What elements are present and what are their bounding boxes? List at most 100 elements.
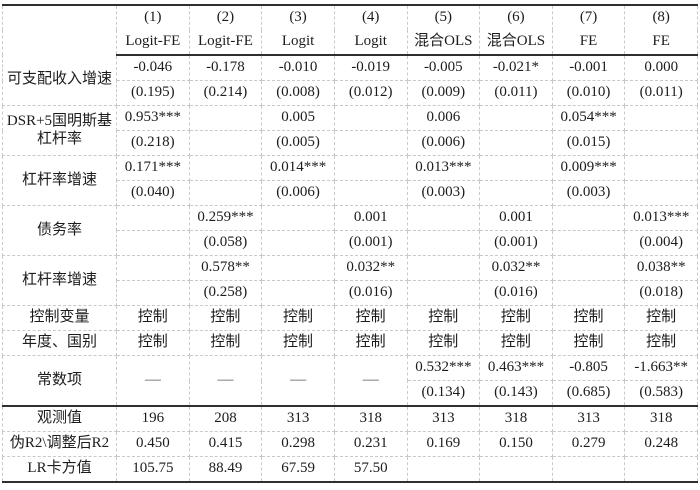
se-cell: [116, 280, 190, 306]
row-label: 伪R2\调整后R2: [2, 431, 117, 457]
value-cell: 控制: [624, 305, 698, 331]
coef-cell: 0.009***: [551, 155, 626, 181]
se-cell: [261, 230, 335, 256]
coef-cell: 0.013***: [406, 155, 481, 181]
se-cell: (0.258): [188, 280, 263, 306]
column-number: (8): [624, 4, 698, 30]
value-cell: 控制: [261, 330, 335, 356]
stat-cell: 0.279: [551, 431, 626, 457]
se-row: (0.218) (0.005) (0.006) (0.015): [3, 130, 698, 156]
se-row: (0.040) (0.006) (0.003) (0.003): [3, 180, 698, 206]
coef-cell: 0.001: [479, 205, 553, 231]
coef-cell: -1.663**: [624, 355, 698, 381]
value-cell: 控制: [406, 305, 481, 331]
value-cell: 控制: [406, 330, 481, 356]
header-row-models: Logit-FE Logit-FE Logit Logit 混合OLS 混合OL…: [3, 30, 698, 56]
stat-cell: 313: [406, 405, 481, 432]
coef-cell: -0.178: [188, 54, 263, 81]
empty-dash-cell: —: [188, 355, 263, 407]
stat-cell: 0.231: [333, 431, 408, 457]
column-number: (1): [116, 4, 190, 30]
value-cell: 控制: [116, 330, 190, 356]
stat-cell: 196: [116, 405, 190, 432]
coef-cell: [116, 255, 190, 281]
coef-cell: 0.013***: [624, 205, 698, 231]
header-row-numbers: (1) (2) (3) (4) (5) (6) (7) (8): [2, 4, 698, 55]
coef-cell: 0.038**: [624, 255, 698, 281]
se-cell: [188, 130, 263, 156]
stat-cell: 88.49: [188, 456, 263, 483]
regression-table: (1) (2) (3) (4) (5) (6) (7) (8) Logit-FE…: [2, 4, 698, 483]
stat-cell: 313: [551, 405, 626, 432]
constant-se-row: (0.134) (0.143) (0.685) (0.583): [3, 380, 698, 407]
model-name: FE: [624, 30, 698, 56]
coef-cell: [551, 205, 626, 231]
coef-cell: 0.054***: [551, 105, 626, 131]
value-cell: 控制: [188, 330, 263, 356]
se-cell: (0.012): [333, 80, 408, 106]
coef-cell: -0.019: [333, 54, 408, 81]
coef-cell: 0.578**: [188, 255, 263, 281]
lr-chi2-row: LR卡方值 105.75 88.49 67.59 57.50: [2, 456, 698, 483]
coef-cell: 0.259***: [188, 205, 263, 231]
stat-cell: 0.298: [261, 431, 335, 457]
coef-cell: [188, 105, 263, 131]
value-cell: 控制: [261, 305, 335, 331]
header-corner-cell: [2, 4, 117, 55]
empty-dash-cell: —: [261, 355, 335, 407]
se-cell: (0.685): [551, 380, 626, 407]
se-cell: [116, 230, 190, 256]
empty-dash-cell: —: [116, 355, 190, 407]
se-cell: [188, 180, 263, 206]
se-cell: [333, 180, 408, 206]
value-cell: 控制: [479, 305, 553, 331]
se-cell: (0.004): [624, 230, 698, 256]
row-label: 常数项: [2, 355, 117, 407]
value-cell: 控制: [333, 330, 408, 356]
column-number: (4): [333, 4, 408, 30]
controls-row: 控制变量 控制 控制 控制 控制 控制 控制 控制 控制: [2, 305, 698, 331]
se-cell: (0.011): [624, 80, 698, 106]
row-label: 杠杆率增速: [2, 155, 117, 206]
stat-cell: 105.75: [116, 456, 190, 483]
row-label: LR卡方值: [2, 456, 117, 483]
fixed-effects-row: 年度、国别 控制 控制 控制 控制 控制 控制 控制 控制: [2, 330, 698, 356]
coef-cell: 0.463***: [479, 355, 553, 381]
stat-cell: 318: [333, 405, 408, 432]
r-squared-row: 伪R2\调整后R2 0.450 0.415 0.298 0.231 0.169 …: [2, 431, 698, 457]
coef-row: 杠杆率增速 0.171*** 0.014*** 0.013*** 0.009**…: [2, 155, 698, 206]
constant-coef-row: 常数项 — — — — 0.532*** 0.463*** -0.805 -1.…: [2, 355, 698, 407]
coef-cell: 0.953***: [116, 105, 190, 131]
coef-row: 债务率 0.259*** 0.001 0.001 0.013***: [2, 205, 698, 256]
stat-cell: 0.248: [624, 431, 698, 457]
se-cell: [624, 130, 698, 156]
model-name: Logit-FE: [188, 30, 263, 56]
coef-cell: -0.046: [116, 54, 190, 81]
column-number: (7): [551, 4, 626, 30]
se-cell: (0.195): [116, 80, 190, 106]
se-cell: (0.003): [551, 180, 626, 206]
value-cell: 控制: [116, 305, 190, 331]
model-name: Logit: [333, 30, 408, 56]
stat-cell: 0.169: [406, 431, 481, 457]
coef-cell: 0.171***: [116, 155, 190, 181]
se-cell: (0.003): [406, 180, 481, 206]
se-cell: [479, 130, 553, 156]
stat-cell: 0.150: [479, 431, 553, 457]
se-cell: (0.005): [261, 130, 335, 156]
se-cell: [261, 280, 335, 306]
se-cell: [333, 130, 408, 156]
se-cell: (0.008): [261, 80, 335, 106]
se-cell: (0.018): [624, 280, 698, 306]
coef-cell: 0.001: [333, 205, 408, 231]
row-label: 控制变量: [2, 305, 117, 331]
value-cell: 控制: [188, 305, 263, 331]
coef-cell: -0.805: [551, 355, 626, 381]
coef-cell: [333, 155, 408, 181]
se-cell: (0.214): [188, 80, 263, 106]
se-cell: (0.006): [261, 180, 335, 206]
se-cell: (0.143): [479, 380, 553, 407]
se-cell: (0.015): [551, 130, 626, 156]
stat-cell: 67.59: [261, 456, 335, 483]
se-cell: [406, 230, 481, 256]
